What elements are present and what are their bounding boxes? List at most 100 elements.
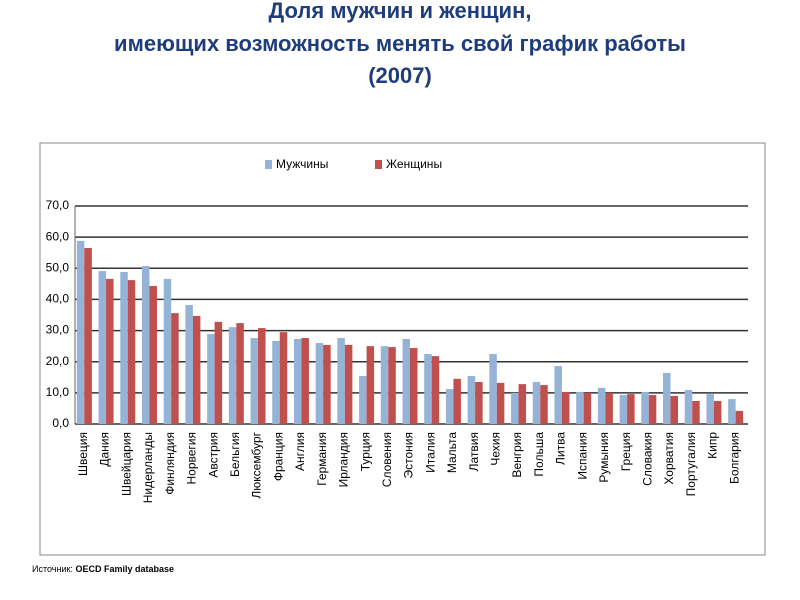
bar bbox=[431, 356, 440, 424]
legend-label: Мужчины bbox=[276, 157, 328, 171]
bar bbox=[236, 323, 244, 424]
legend-label: Женщины bbox=[386, 157, 442, 171]
source-text: OECD Family database bbox=[75, 564, 174, 574]
x-tick-label: Нидерланды bbox=[141, 432, 155, 503]
y-tick-label: 50,0 bbox=[46, 260, 70, 274]
legend-swatch bbox=[375, 160, 382, 169]
bar bbox=[359, 376, 367, 424]
x-tick-label: Хорватия bbox=[662, 432, 676, 485]
bar bbox=[576, 391, 584, 424]
bar bbox=[380, 346, 389, 424]
bar bbox=[272, 340, 280, 424]
x-tick-label: Венгрия bbox=[510, 432, 524, 478]
bar bbox=[445, 389, 454, 424]
bar bbox=[684, 390, 693, 424]
y-tick-label: 70,0 bbox=[46, 198, 70, 212]
x-tick-label: Латвия bbox=[467, 432, 481, 471]
bar bbox=[149, 286, 157, 424]
bar bbox=[301, 338, 309, 424]
bar bbox=[141, 266, 150, 424]
x-tick-label: Португалия bbox=[684, 432, 698, 496]
bar bbox=[344, 344, 353, 424]
y-tick-label: 10,0 bbox=[46, 385, 70, 399]
bar bbox=[163, 278, 172, 424]
x-tick-label: Эстония bbox=[402, 432, 416, 479]
bar bbox=[402, 338, 410, 424]
y-tick-label: 30,0 bbox=[46, 323, 70, 337]
x-tick-label: Словакия bbox=[640, 432, 654, 486]
x-tick-label: Норвегия bbox=[185, 432, 199, 485]
x-tick-label: Швеция bbox=[76, 432, 90, 476]
bar bbox=[207, 333, 215, 424]
x-tick-label: Ирландия bbox=[337, 432, 351, 487]
y-tick-label: 20,0 bbox=[46, 354, 70, 368]
bar bbox=[258, 328, 266, 424]
bar bbox=[410, 348, 418, 424]
x-tick-label: Германия bbox=[315, 432, 329, 486]
x-tick-label: Болгария bbox=[727, 432, 741, 484]
bar bbox=[84, 248, 92, 424]
x-tick-label: Италия bbox=[423, 432, 437, 473]
bar bbox=[713, 400, 722, 424]
bar bbox=[228, 327, 237, 424]
bar bbox=[315, 343, 324, 424]
x-tick-label: Финляндия bbox=[163, 432, 177, 495]
bar bbox=[388, 347, 396, 424]
bar bbox=[250, 338, 259, 424]
legend-swatch bbox=[265, 160, 272, 169]
bar bbox=[127, 280, 136, 424]
bar bbox=[627, 394, 635, 424]
x-tick-label: Бельгия bbox=[228, 432, 242, 477]
title-line: (2007) bbox=[368, 63, 432, 88]
x-tick-label: Чехия bbox=[489, 432, 503, 466]
x-tick-label: Англия bbox=[293, 432, 307, 471]
y-tick-label: 0,0 bbox=[52, 416, 69, 430]
bar bbox=[424, 353, 432, 424]
bar bbox=[171, 313, 179, 424]
x-tick-label: Австрия bbox=[206, 432, 220, 478]
x-tick-label: Дания bbox=[98, 432, 112, 467]
bar bbox=[279, 332, 288, 424]
bar bbox=[518, 384, 527, 424]
bar bbox=[192, 315, 201, 424]
bar bbox=[670, 395, 679, 424]
x-tick-label: Кипр bbox=[706, 432, 720, 459]
source-label: Источник: bbox=[32, 564, 73, 574]
bar bbox=[214, 321, 223, 424]
x-tick-label: Мальта bbox=[445, 432, 459, 473]
x-tick-label: Испания bbox=[575, 432, 589, 480]
x-tick-label: Греция bbox=[619, 432, 633, 471]
x-tick-label: Польша bbox=[532, 432, 546, 477]
bar bbox=[489, 353, 497, 424]
y-tick-label: 60,0 bbox=[46, 229, 70, 243]
bar bbox=[641, 391, 649, 424]
bar bbox=[728, 399, 736, 424]
y-tick-label: 40,0 bbox=[46, 292, 70, 306]
bar bbox=[540, 385, 548, 424]
title-line: имеющих возможность менять свой график р… bbox=[114, 31, 686, 56]
source: Источник: OECD Family database bbox=[32, 564, 174, 574]
bar bbox=[735, 410, 744, 424]
bar bbox=[467, 376, 476, 424]
x-tick-label: Люксембург bbox=[250, 431, 264, 498]
bar bbox=[337, 338, 345, 424]
bar bbox=[453, 378, 461, 424]
bar bbox=[597, 387, 606, 424]
bar bbox=[648, 395, 657, 424]
x-tick-label: Литва bbox=[554, 432, 568, 465]
bar bbox=[692, 400, 700, 424]
x-tick-label: Румыния bbox=[597, 432, 611, 483]
x-tick-label: Швейцария bbox=[119, 432, 133, 496]
bar bbox=[583, 392, 592, 424]
bar bbox=[706, 394, 714, 424]
x-tick-label: Франция bbox=[271, 432, 285, 481]
bar bbox=[293, 338, 302, 424]
bar bbox=[605, 392, 613, 424]
bar bbox=[663, 372, 671, 424]
bar bbox=[496, 382, 505, 424]
bar bbox=[619, 395, 628, 424]
bar bbox=[554, 366, 562, 424]
bar bbox=[120, 272, 128, 424]
x-tick-label: Словения bbox=[380, 432, 394, 487]
